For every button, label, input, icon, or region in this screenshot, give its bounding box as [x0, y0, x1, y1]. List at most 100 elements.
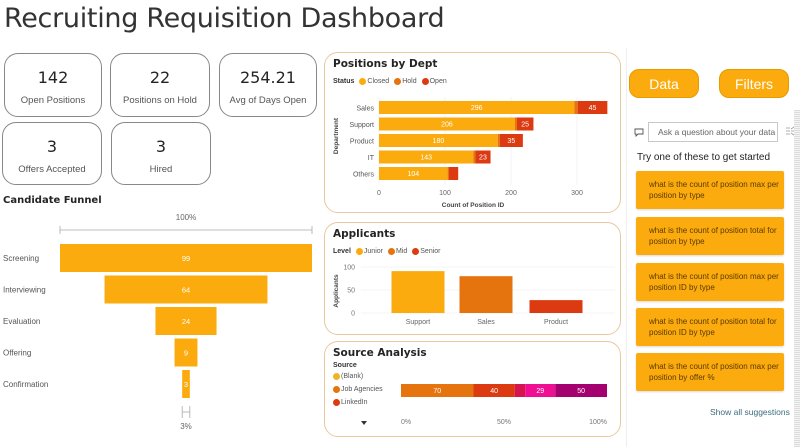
legend-item-blank[interactable]: (Blank)	[333, 373, 383, 380]
suggestion-item[interactable]: what is the count of position total for …	[636, 217, 784, 255]
suggestion-item[interactable]: what is the count of position total for …	[636, 308, 784, 346]
x-tick-label: 300	[571, 190, 583, 197]
panel-title: Applicants	[333, 228, 396, 240]
legend-item-mid[interactable]: Mid	[387, 248, 407, 255]
legend-dot	[387, 248, 395, 255]
funnel-bar	[182, 370, 190, 398]
y-category-label: Sales	[356, 106, 374, 113]
legend-dot	[333, 399, 340, 406]
legend-dot	[333, 386, 340, 393]
level-legend: Level Junior Mid Senior	[333, 248, 443, 255]
kpi-hired: 3 Hired	[111, 122, 211, 185]
kpi-positions-on-hold: 22 Positions on Hold	[110, 53, 210, 117]
page-title: Recruiting Requisition Dashboard	[4, 3, 445, 34]
legend-label: Open	[429, 78, 447, 85]
segment-data-label: 29	[536, 388, 544, 395]
x-axis-label: Count of Position ID	[442, 202, 505, 209]
candidate-funnel-chart: 100% Screening 99 Interviewing 64 Evaluation…	[3, 213, 313, 431]
source-analysis-chart: 70 40 29 50 0% 50% 100%	[401, 384, 607, 426]
panel-title: Positions by Dept	[333, 58, 438, 70]
kpi-label: Open Positions	[20, 95, 86, 106]
panel-title: Source Analysis	[333, 347, 427, 359]
filters-button[interactable]: Filters	[719, 69, 789, 98]
legend-label: Hold	[402, 78, 417, 85]
y-axis-label: Applicants	[333, 274, 340, 308]
bar-segment-hold	[497, 134, 500, 147]
stacked-segment	[525, 384, 556, 397]
funnel-top-pct: 100%	[176, 213, 196, 222]
qa-options-icon[interactable]	[785, 126, 795, 136]
y-tick-label: 0	[351, 311, 355, 318]
x-tick-label: 200	[505, 190, 517, 197]
segment-data-label: 40	[490, 388, 498, 395]
bar-data-label: 180	[433, 138, 445, 145]
funnel-stage-label: Screening	[3, 254, 39, 263]
funnel-bar	[174, 338, 198, 367]
funnel-top-bracket	[59, 226, 313, 234]
legend-item-junior[interactable]: Junior	[355, 248, 383, 255]
legend-title: Source	[333, 362, 357, 369]
legend-item-open[interactable]: Open	[421, 78, 447, 85]
qa-scrollbar[interactable]	[794, 110, 800, 447]
y-category-label: IT	[368, 155, 375, 162]
x-category-label: Support	[406, 319, 431, 326]
bar-segment-hold	[473, 150, 476, 164]
qa-hint-text: Try one of these to get started	[637, 152, 771, 163]
x-category-label: Sales	[477, 319, 495, 326]
x-tick-label: 0	[377, 190, 381, 197]
bar-segment-open	[516, 117, 534, 131]
bar-data-label: 45	[589, 105, 597, 112]
suggestion-item[interactable]: what is the count of position max per po…	[636, 171, 784, 209]
suggestion-item[interactable]: what is the count of position max per po…	[636, 353, 784, 391]
bar-data-label: 104	[407, 171, 419, 178]
kpi-value: 142	[37, 68, 69, 87]
bar-segment-closed	[379, 134, 498, 147]
positions-by-dept-panel: Positions by Dept Status Closed Hold Ope…	[324, 52, 621, 213]
legend-scroll-down-icon[interactable]	[361, 421, 367, 425]
bar-data-label: 25	[521, 122, 529, 129]
funnel-stage-label: Interviewing	[3, 286, 46, 295]
stacked-segment	[401, 384, 474, 397]
bar-segment-closed	[379, 101, 575, 114]
legend-item-closed[interactable]: Closed	[359, 78, 389, 85]
funnel-bar	[60, 244, 312, 272]
legend-item-job-agencies[interactable]: Job Agencies	[333, 386, 383, 393]
x-tick-label: 100%	[589, 419, 607, 426]
kpi-offers-accepted: 3 Offers Accepted	[2, 122, 102, 185]
y-category-label: Others	[353, 172, 375, 179]
y-category-label: Support	[349, 122, 374, 129]
bar-segment-closed	[379, 117, 515, 131]
status-legend: Status Closed Hold Open	[333, 78, 449, 85]
bar-data-label: 23	[479, 155, 487, 162]
legend-item-hold[interactable]: Hold	[394, 78, 417, 85]
legend-item-senior[interactable]: Senior	[412, 248, 441, 255]
column-bar	[529, 300, 583, 313]
qa-question-input[interactable]: Ask a question about your data	[648, 122, 778, 142]
x-tick-label: 100	[439, 190, 451, 197]
data-button[interactable]: Data	[629, 69, 699, 98]
legend-label: Job Agencies	[341, 386, 383, 393]
y-tick-label: 50	[347, 288, 355, 295]
show-all-suggestions-link[interactable]: Show all suggestions	[710, 407, 790, 417]
segment-data-label: 50	[577, 388, 585, 395]
funnel-bar-value: 99	[182, 254, 190, 263]
legend-label: (Blank)	[341, 373, 364, 380]
y-axis-label: Department	[333, 117, 340, 154]
funnel-bar-value: 9	[184, 349, 188, 358]
bar-data-label: 143	[420, 155, 432, 162]
stacked-segment	[473, 384, 515, 397]
legend-item-linkedin[interactable]: LinkedIn	[333, 399, 383, 406]
x-category-label: Product	[544, 319, 568, 326]
bar-segment-open	[577, 101, 608, 114]
funnel-bar	[104, 275, 268, 304]
funnel-bottom-pct: 3%	[180, 422, 192, 431]
bar-segment-hold	[447, 167, 449, 180]
legend-title: Status	[333, 78, 355, 85]
legend-dot	[412, 248, 420, 255]
legend-label: Junior	[363, 248, 383, 255]
funnel-stage-label: Evaluation	[3, 317, 40, 326]
kpi-label: Positions on Hold	[123, 95, 197, 106]
legend-title: Level	[333, 248, 351, 255]
funnel-bar-value: 64	[182, 286, 190, 295]
suggestion-item[interactable]: what is the count of position max per po…	[636, 263, 784, 301]
